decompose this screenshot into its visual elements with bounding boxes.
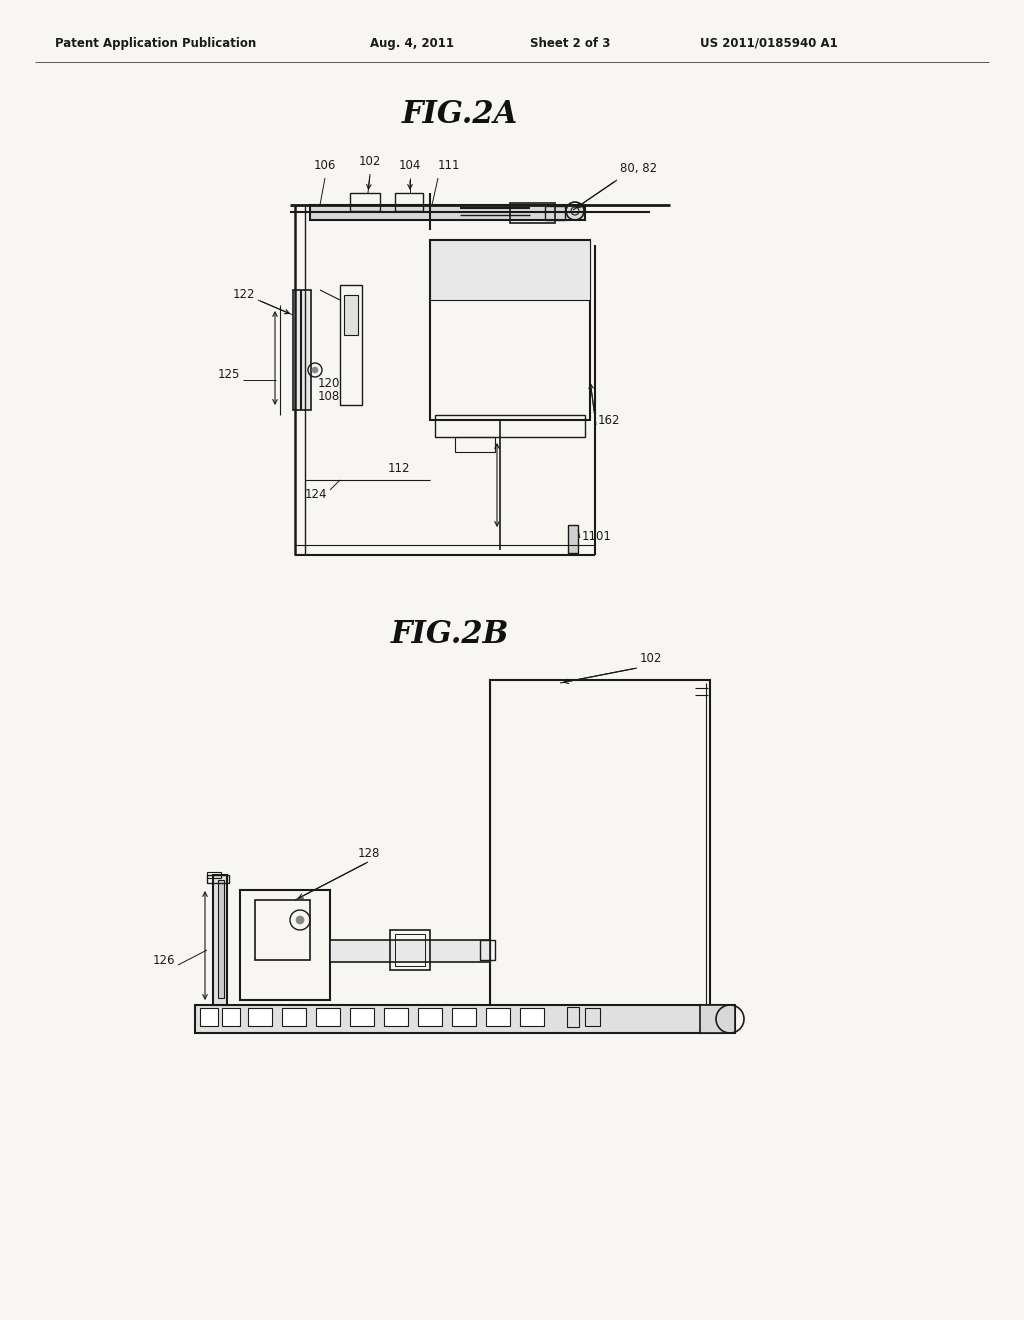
Text: 108: 108 [317,389,340,403]
Circle shape [296,916,304,924]
Bar [452,1008,476,1026]
Text: FIG.2A: FIG.2A [401,99,518,129]
Bar [344,294,358,335]
Text: 125: 125 [218,368,240,381]
Bar [340,285,362,405]
Bar [222,1008,240,1026]
Bar [213,875,227,1005]
Text: 102: 102 [358,154,381,168]
Bar [395,935,425,966]
Text: Sheet 2 of 3: Sheet 2 of 3 [530,37,610,50]
Bar [240,890,330,1001]
Bar [282,1008,306,1026]
Bar [568,525,578,553]
Text: 128: 128 [358,847,380,861]
Bar [350,1008,374,1026]
Text: 104: 104 [398,158,421,172]
Text: 1101: 1101 [582,529,612,543]
Bar [395,193,423,211]
Text: FIG.2B: FIG.2B [391,619,509,649]
Bar [545,206,565,220]
Bar [490,680,710,1010]
Bar [510,203,555,223]
Text: Patent Application Publication: Patent Application Publication [55,37,256,50]
Text: 122: 122 [232,289,255,301]
Bar [316,1008,340,1026]
Bar [384,1008,408,1026]
Bar [430,240,590,300]
Text: Aug. 4, 2011: Aug. 4, 2011 [370,37,454,50]
Bar [567,1007,579,1027]
Text: 162: 162 [598,413,621,426]
Bar [195,1005,735,1034]
Bar [480,940,495,960]
Bar [293,290,311,411]
Bar [455,437,495,451]
Text: US 2011/0185940 A1: US 2011/0185940 A1 [700,37,838,50]
Text: 126: 126 [153,953,175,966]
Text: 102: 102 [640,652,663,665]
Bar [248,1008,272,1026]
Text: 111: 111 [438,158,461,172]
Text: 120: 120 [317,378,340,389]
Bar [390,931,430,970]
Bar [585,1008,600,1026]
Bar [330,940,490,962]
Circle shape [312,367,318,374]
Bar [350,193,380,211]
Bar [486,1008,510,1026]
Text: 106: 106 [313,158,336,172]
Bar [200,1008,218,1026]
Bar [310,205,585,220]
Bar [430,240,590,420]
Text: 112: 112 [388,462,411,475]
Bar [218,880,224,998]
Bar [207,873,221,878]
Text: 80, 82: 80, 82 [620,162,657,176]
Bar [520,1008,544,1026]
Bar [207,875,229,883]
Bar [700,1005,735,1034]
Bar [435,414,585,437]
Bar [255,900,310,960]
Bar [418,1008,442,1026]
Text: 124: 124 [305,488,328,502]
